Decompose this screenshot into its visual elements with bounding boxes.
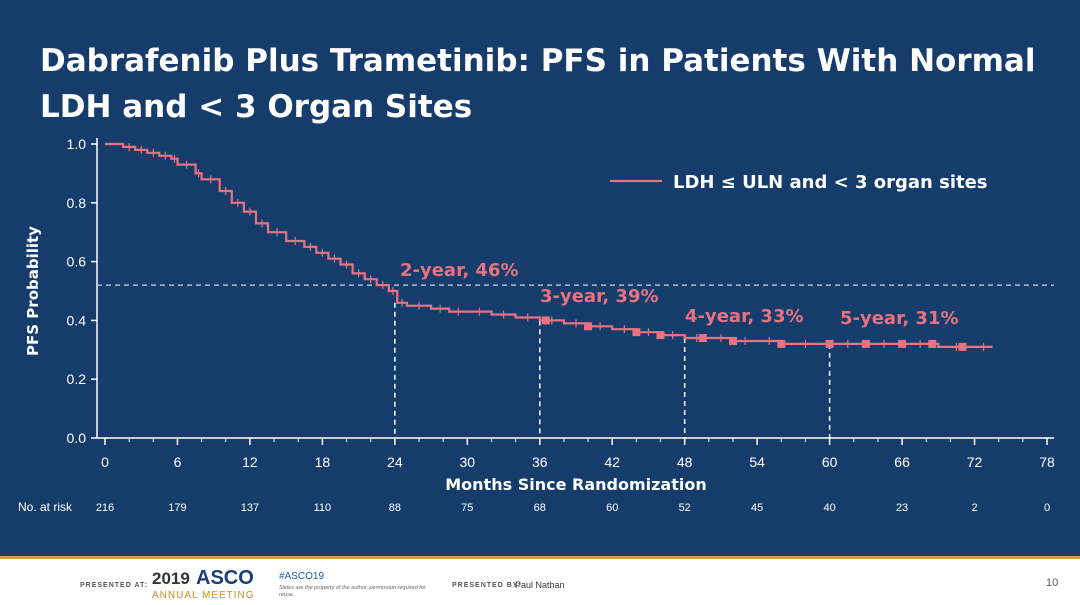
at-risk-value: 137	[241, 502, 259, 514]
x-tick-label: 48	[677, 454, 693, 470]
slide-number: 10	[1046, 577, 1059, 589]
at-risk-label: No. at risk	[18, 500, 73, 514]
censor-marker	[958, 342, 967, 351]
x-tick-label: 0	[101, 454, 109, 470]
x-tick-label: 18	[315, 454, 331, 470]
censor-marker	[825, 339, 834, 348]
km-curve	[105, 142, 993, 348]
presented-at-label: PRESENTED AT:	[80, 582, 148, 589]
disclaimer: Slides are the property of the author, p…	[279, 585, 426, 598]
landmark-label: 3-year, 39%	[540, 286, 659, 307]
slide-background: Dabrafenib Plus Trametinib: PFS in Patie…	[0, 0, 1080, 556]
x-tick-label: 54	[749, 454, 765, 470]
slide-title: Dabrafenib Plus Trametinib: PFS in Patie…	[40, 43, 1036, 125]
x-tick-label: 6	[174, 454, 182, 470]
censor-marker	[898, 339, 907, 348]
x-tick-label: 66	[894, 454, 910, 470]
hashtag: #ASCO19	[279, 571, 325, 582]
legend-label: LDH ≤ ULN and < 3 organ sites	[673, 172, 988, 193]
x-tick-label: 72	[967, 454, 983, 470]
at-risk-value: 75	[461, 502, 473, 514]
at-risk-value: 45	[751, 502, 763, 514]
asco-meeting: ANNUAL MEETING	[152, 590, 255, 601]
y-tick-label: 0.6	[67, 254, 87, 270]
y-axis-title: PFS Probability	[24, 226, 42, 356]
y-tick-label: 1.0	[67, 136, 87, 152]
at-risk-value: 23	[896, 502, 908, 514]
x-tick-label: 42	[604, 454, 620, 470]
at-risk-value: 52	[679, 502, 691, 514]
landmark-label: 4-year, 33%	[685, 306, 804, 327]
x-tick-label: 12	[242, 454, 258, 470]
censor-marker	[584, 322, 593, 331]
x-tick-label: 24	[387, 454, 403, 470]
x-tick-label: 30	[460, 454, 476, 470]
at-risk-value: 216	[96, 502, 114, 514]
footer: PRESENTED AT: 2019 ASCO ANNUAL MEETING #…	[0, 556, 1080, 605]
at-risk-value: 40	[823, 502, 835, 514]
censor-marker	[861, 339, 870, 348]
censor-marker	[698, 334, 707, 343]
censor-marker	[632, 328, 641, 337]
censor-marker	[656, 331, 665, 340]
at-risk-value: 0	[1044, 502, 1050, 514]
presenter-name: Paul Nathan	[515, 580, 565, 590]
at-risk-value: 110	[314, 502, 332, 514]
asco-year: 2019	[152, 569, 190, 588]
y-tick-label: 0.8	[67, 195, 87, 211]
at-risk-value: 68	[534, 502, 546, 514]
at-risk-value: 88	[389, 502, 401, 514]
at-risk-value: 2	[971, 502, 977, 514]
censor-marker	[928, 339, 937, 348]
censor-marker	[777, 339, 786, 348]
at-risk-value: 179	[168, 502, 186, 514]
presented-by-label: PRESENTED BY:	[452, 582, 522, 589]
x-tick-label: 60	[822, 454, 838, 470]
x-tick-label: 78	[1039, 454, 1055, 470]
landmark-label: 5-year, 31%	[840, 308, 959, 329]
km-chart: 0.0 0.2 0.4 0.6 0.8 1.0 0 6 12 18 24 30 36 42 48 54 60 66…	[18, 136, 1055, 514]
y-tick-label: 0.4	[67, 312, 87, 328]
landmark-label: 2-year, 46%	[400, 260, 519, 281]
at-risk-value: 60	[606, 502, 618, 514]
y-tick-label: 0.2	[67, 371, 87, 387]
asco-logo: 2019 ASCO ANNUAL MEETING	[152, 567, 262, 603]
censor-marker	[541, 316, 550, 325]
x-tick-label: 36	[532, 454, 548, 470]
y-tick-label: 0.0	[67, 430, 87, 446]
censor-marker	[729, 336, 737, 345]
asco-name: ASCO	[196, 567, 254, 589]
x-axis-title: Months Since Randomization	[445, 475, 706, 494]
